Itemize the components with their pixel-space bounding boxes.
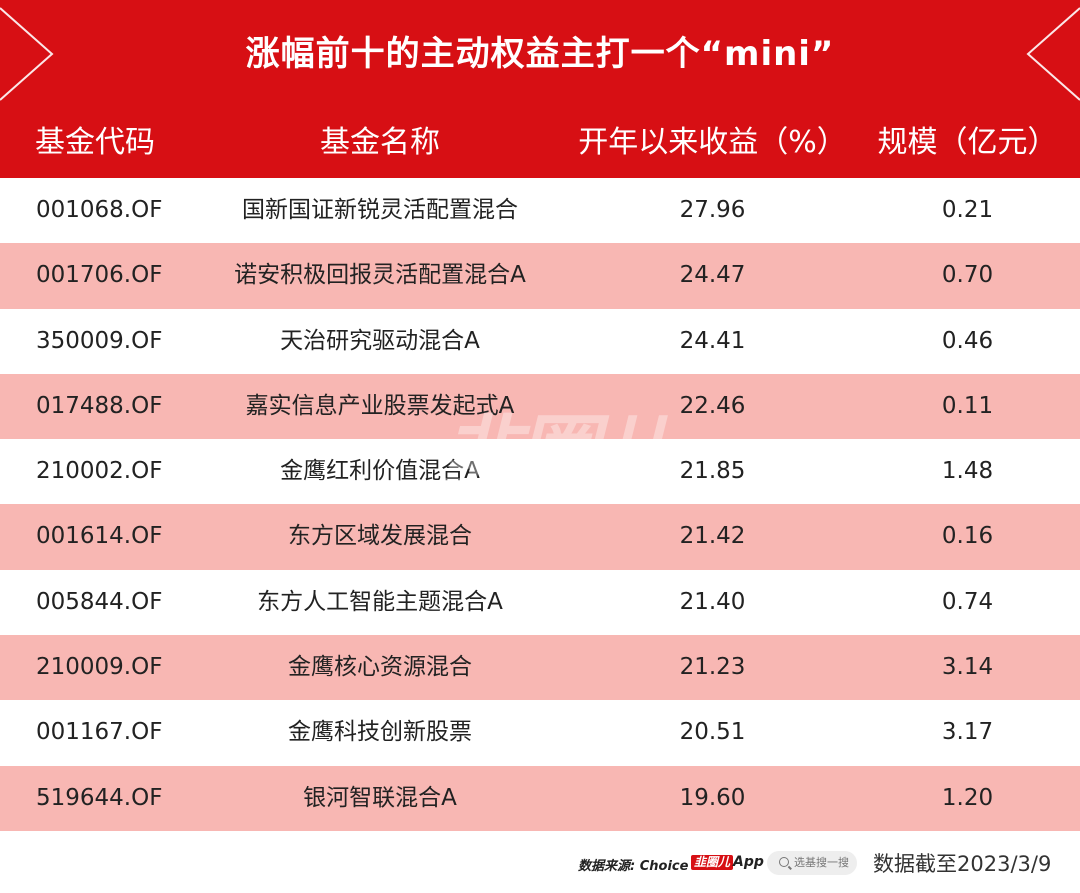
title-banner: 涨幅前十的主动权益主打一个“mini” bbox=[0, 0, 1080, 108]
search-hint: 选基搜一搜 bbox=[794, 856, 849, 869]
fund-size: 3.17 bbox=[941, 719, 994, 746]
table-row: 005844.OF 东方人工智能主题混合A 21.40 0.74 bbox=[0, 570, 1080, 635]
fund-size: 0.70 bbox=[941, 262, 994, 289]
fund-code: 001614.OF bbox=[36, 523, 163, 550]
fund-name: 诺安积极回报灵活配置混合A bbox=[234, 262, 526, 289]
fund-name: 金鹰红利价值混合A bbox=[280, 458, 480, 485]
ytd-return: 20.51 bbox=[679, 719, 746, 746]
fund-name: 天治研究驱动混合A bbox=[280, 327, 480, 354]
header-fund-name: 基金名称 bbox=[320, 125, 440, 160]
ytd-return: 21.40 bbox=[679, 588, 746, 615]
page-title: 涨幅前十的主动权益主打一个“mini” bbox=[245, 34, 835, 74]
fund-code: 350009.OF bbox=[36, 327, 163, 354]
table-row: 001068.OF 国新国证新锐灵活配置混合 27.96 0.21 bbox=[0, 178, 1080, 243]
fund-code: 017488.OF bbox=[36, 392, 163, 419]
fund-code: 210009.OF bbox=[36, 654, 163, 681]
table-row: 210009.OF 金鹰核心资源混合 21.23 3.14 bbox=[0, 635, 1080, 701]
app-logo-suffix: App bbox=[733, 854, 764, 870]
fund-size: 3.14 bbox=[941, 654, 994, 681]
fund-table: 001068.OF 国新国证新锐灵活配置混合 27.96 0.21 001706… bbox=[0, 178, 1080, 831]
fund-size: 1.20 bbox=[941, 784, 994, 811]
banner-decoration bbox=[0, 7, 1080, 101]
fund-name: 东方人工智能主题混合A bbox=[257, 588, 503, 615]
table-row: 017488.OF 嘉实信息产业股票发起式A 22.46 0.11 bbox=[0, 373, 1080, 440]
table-row: 210002.OF 金鹰红利价值混合A 21.85 1.48 bbox=[0, 439, 1080, 504]
table-row: 001614.OF 东方区域发展混合 21.42 0.16 bbox=[0, 504, 1080, 570]
ytd-return: 21.42 bbox=[679, 523, 746, 550]
header-fund-code: 基金代码 bbox=[35, 125, 155, 160]
header-ytd-return: 开年以来收益（%） bbox=[578, 125, 847, 160]
ytd-return: 24.47 bbox=[679, 262, 746, 289]
fund-name: 国新国证新锐灵活配置混合 bbox=[242, 197, 518, 223]
fund-size: 0.11 bbox=[941, 392, 994, 419]
ytd-return: 21.23 bbox=[679, 654, 746, 681]
fund-code: 005844.OF bbox=[36, 588, 163, 615]
ytd-return: 21.85 bbox=[679, 458, 746, 485]
table-row: 001706.OF 诺安积极回报灵活配置混合A 24.47 0.70 bbox=[0, 243, 1080, 309]
fund-name: 嘉实信息产业股票发起式A bbox=[245, 392, 515, 419]
fund-code: 519644.OF bbox=[36, 784, 163, 811]
ytd-return: 19.60 bbox=[679, 784, 746, 811]
fund-name: 金鹰核心资源混合 bbox=[288, 654, 472, 681]
fund-name: 金鹰科技创新股票 bbox=[288, 719, 472, 746]
fund-name: 银河智联混合A bbox=[303, 784, 457, 811]
fund-code: 210002.OF bbox=[36, 458, 163, 485]
fund-size: 1.48 bbox=[941, 458, 994, 485]
header-fund-size: 规模（亿元） bbox=[877, 125, 1058, 160]
fund-size: 0.21 bbox=[941, 197, 994, 223]
fund-size: 0.16 bbox=[941, 523, 994, 550]
fund-code: 001706.OF bbox=[36, 262, 163, 289]
search-icon bbox=[779, 857, 789, 867]
fund-code: 001167.OF bbox=[36, 719, 163, 746]
ytd-return: 24.41 bbox=[679, 327, 746, 354]
data-date-note: 数据截至2023/3/9 bbox=[873, 852, 1052, 876]
data-source-label: 数据来源: Choice · bbox=[578, 859, 698, 874]
ytd-return: 27.96 bbox=[679, 197, 746, 223]
app-logo: 韭圈儿 App bbox=[691, 854, 764, 870]
table-header: 基金代码 基金名称 开年以来收益（%） 规模（亿元） bbox=[0, 108, 1080, 178]
app-logo-mark: 韭圈儿 bbox=[691, 855, 734, 870]
fund-code: 001068.OF bbox=[36, 197, 163, 223]
footer: 数据来源: Choice · 韭圈儿 App 选基搜一搜 数据截至2023/3/9 bbox=[0, 838, 1080, 893]
fund-size: 0.74 bbox=[941, 588, 994, 615]
search-pill[interactable]: 选基搜一搜 bbox=[767, 851, 857, 875]
fund-size: 0.46 bbox=[941, 327, 994, 354]
table-row: 001167.OF 金鹰科技创新股票 20.51 3.17 bbox=[0, 700, 1080, 765]
table-row: 350009.OF 天治研究驱动混合A 24.41 0.46 bbox=[0, 309, 1080, 374]
fund-name: 东方区域发展混合 bbox=[288, 523, 472, 550]
ytd-return: 22.46 bbox=[679, 392, 746, 419]
table-row: 519644.OF 银河智联混合A 19.60 1.20 bbox=[0, 765, 1080, 831]
